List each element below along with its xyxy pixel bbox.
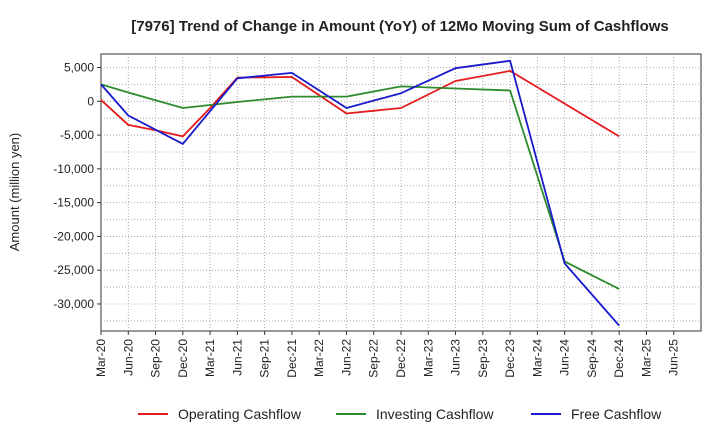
x-tick-label: Sep-23 [476,339,490,378]
x-tick-label: Dec-20 [176,339,190,378]
x-tick-label: Jun-25 [667,339,681,376]
y-tick-label: 0 [87,94,94,108]
x-tick-label: Sep-24 [585,339,599,378]
x-tick-label: Sep-22 [367,339,381,378]
x-tick-label: Jun-22 [339,339,353,376]
x-tick-label: Mar-21 [203,339,217,377]
y-tick-label: -15,000 [53,196,94,210]
legend: Operating Cashflow Investing Cashflow Free… [138,406,662,422]
x-tick-label: Sep-20 [149,339,163,378]
series-layer [100,59,620,327]
x-tick-label: Mar-22 [312,339,326,377]
x-tick-label: Jun-24 [558,339,572,376]
y-tick-label: -10,000 [53,162,94,176]
y-tick-label: 5,000 [64,61,94,75]
x-tick-label: Mar-20 [94,339,108,377]
series-line-investing-cashflow [100,83,620,290]
x-tick-label: Mar-25 [639,339,653,377]
x-tick-label: Jun-20 [121,339,135,376]
legend-label-investing-cashflow: Investing Cashflow [376,406,494,422]
x-axis-ticks: Mar-20 Jun-20 Sep-20 Dec-20 Mar-21 Jun-21 Sep-… [94,331,681,378]
legend-label-operating-cashflow: Operating Cashflow [178,406,302,422]
x-tick-label: Dec-24 [612,339,626,378]
x-tick-label: Dec-21 [285,339,299,378]
x-tick-label: Dec-22 [394,339,408,378]
series-line-operating-cashflow [100,70,620,138]
y-tick-label: -20,000 [53,229,94,243]
legend-label-free-cashflow: Free Cashflow [571,406,662,422]
x-tick-label: Mar-24 [530,339,544,377]
y-tick-label: -25,000 [53,263,94,277]
series-line-free-cashflow [100,59,620,327]
x-tick-label: Jun-23 [449,339,463,376]
y-axis-ticks: 5,000 0 -5,000 -10,000 -15,000 -20,000 -25,000… [53,61,101,311]
chart-title: [7976] Trend of Change in Amount (YoY) o… [131,18,669,35]
y-axis-label: Amount (million yen) [7,133,22,252]
x-tick-label: Dec-23 [503,339,517,378]
x-tick-label: Jun-21 [230,339,244,376]
x-tick-label: Mar-23 [421,339,435,377]
grid-layer [101,54,701,331]
y-tick-label: -30,000 [53,297,94,311]
x-tick-label: Sep-21 [258,339,272,378]
y-tick-label: -5,000 [60,128,94,142]
